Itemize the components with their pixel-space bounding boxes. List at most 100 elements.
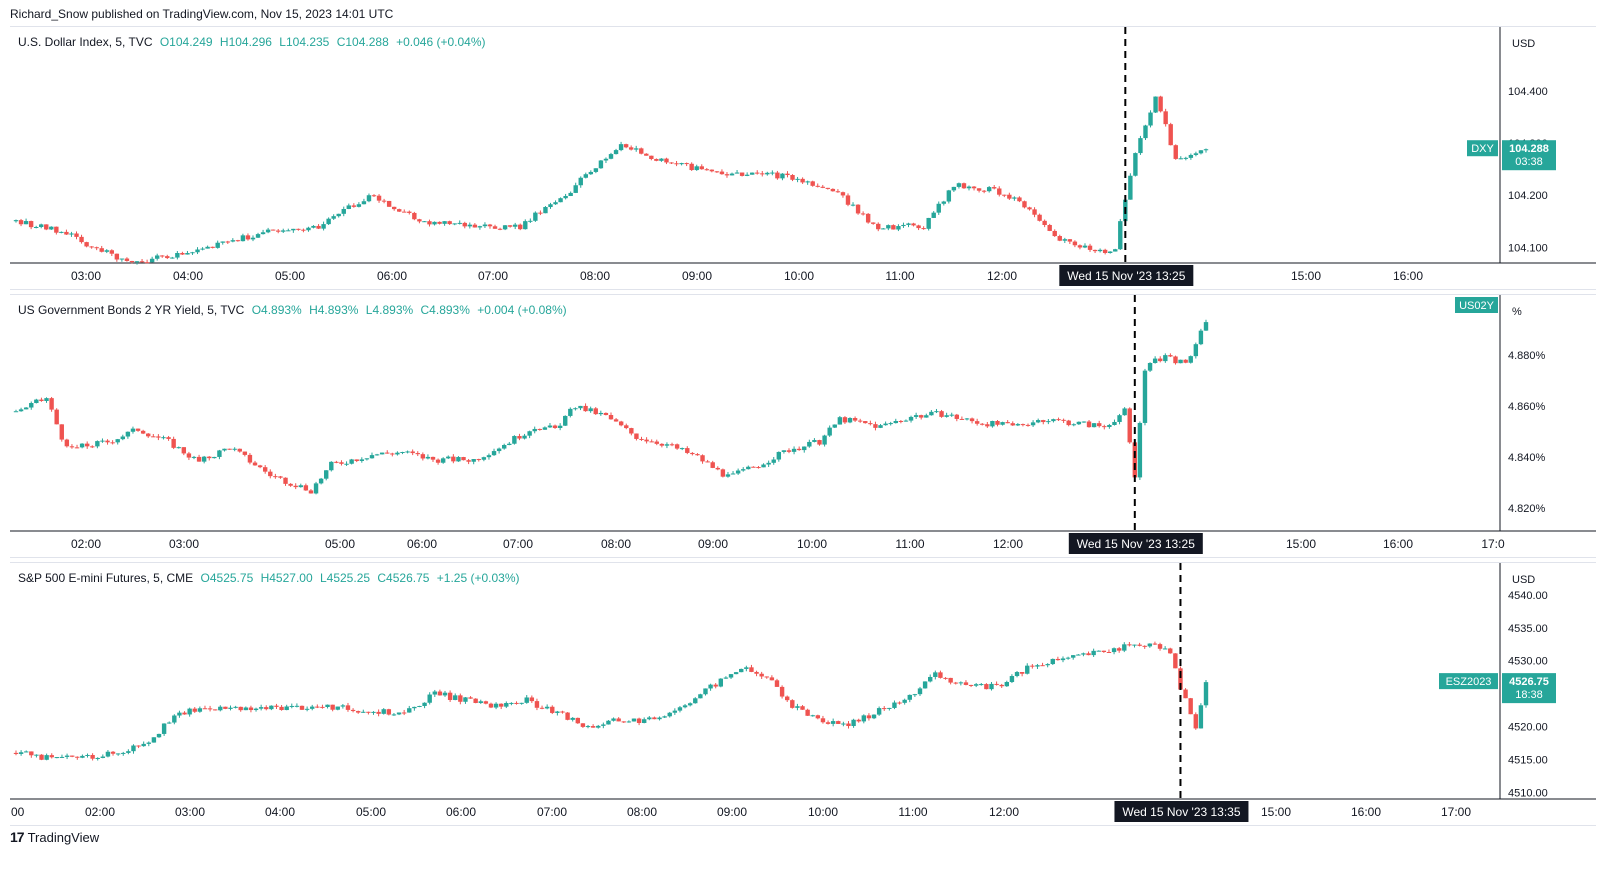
dxy-candle[interactable] [523,219,528,230]
es-candle[interactable] [126,749,131,755]
dxy-candle[interactable] [54,226,59,235]
us02y-candle[interactable] [1010,421,1015,426]
dxy-candle[interactable] [1143,124,1148,141]
es-candle[interactable] [693,697,698,704]
es-candle[interactable] [1019,672,1025,677]
es-candle[interactable] [606,720,611,725]
dxy-candle[interactable] [719,169,725,175]
es-chart-panel[interactable]: USD4510.004515.004520.004525.004530.0045… [10,562,1596,826]
dxy-candle[interactable] [407,210,412,215]
us02y-candle[interactable] [1173,355,1178,365]
dxy-candle[interactable] [891,224,896,230]
es-candle[interactable] [1065,656,1071,660]
us02y-candle[interactable] [268,469,273,479]
es-candle[interactable] [1035,663,1040,669]
us02y-candle[interactable] [471,459,476,465]
dxy-candle[interactable] [487,223,493,229]
us02y-candle[interactable] [278,475,283,479]
dxy-candle[interactable] [250,235,256,242]
us02y-candle[interactable] [349,458,354,465]
es-candle[interactable] [310,704,315,711]
es-candle[interactable] [320,704,325,709]
dxy-candle[interactable] [684,162,689,167]
us02y-candle[interactable] [929,410,934,416]
us02y-candle[interactable] [415,451,420,457]
us02y-candle[interactable] [695,453,700,456]
dxy-candle[interactable] [149,256,155,263]
dxy-candle[interactable] [447,220,452,225]
us02y-candle[interactable] [639,436,644,441]
es-candle[interactable] [49,753,54,759]
dxy-candle[interactable] [240,233,246,242]
es-candle[interactable] [228,705,233,711]
dxy-candle[interactable] [760,171,765,177]
dxy-candle[interactable] [346,203,351,210]
us02y-candle[interactable] [181,447,187,456]
us02y-candle[interactable] [390,452,395,457]
us02y-candle[interactable] [715,466,720,471]
dxy-candle[interactable] [1092,249,1098,254]
us02y-candle[interactable] [242,451,248,457]
dxy-candle[interactable] [971,186,977,191]
es-candle[interactable] [1081,652,1086,657]
es-candle[interactable] [596,724,601,729]
dxy-candle[interactable] [276,229,281,234]
us02y-candle[interactable] [207,456,212,461]
dxy-candle[interactable] [144,259,150,264]
es-candle[interactable] [601,722,606,729]
us02y-candle[interactable] [288,483,293,487]
es-candle[interactable] [616,717,621,722]
us02y-candle[interactable] [186,451,192,461]
us02y-candle[interactable] [679,447,685,451]
es-candle[interactable] [238,706,243,712]
es-candle[interactable] [105,750,111,758]
dxy-candle[interactable] [422,221,427,223]
es-candle[interactable] [922,681,928,689]
dxy-candle[interactable] [341,206,346,217]
us02y-candle[interactable] [1061,418,1066,424]
es-candle[interactable] [565,712,570,721]
es-candle[interactable] [999,683,1004,689]
es-candle[interactable] [483,700,489,705]
us02y-candle[interactable] [451,454,456,464]
es-candle[interactable] [938,670,943,679]
es-candle[interactable] [1004,680,1010,687]
es-candle[interactable] [187,707,192,717]
es-candle[interactable] [488,702,494,709]
dxy-candle[interactable] [1178,156,1183,160]
us02y-candle[interactable] [878,424,883,429]
us02y-candle[interactable] [1041,419,1046,425]
es-candle[interactable] [851,718,856,728]
us02y-candle[interactable] [313,481,319,495]
us02y-candle[interactable] [176,446,181,449]
es-candle[interactable] [172,714,177,725]
us02y-candle[interactable] [898,420,904,424]
dxy-candle[interactable] [1153,96,1158,114]
us02y-candle[interactable] [273,473,278,479]
us02y-candle[interactable] [217,449,222,460]
us02y-candle[interactable] [212,456,217,459]
us02y-candle[interactable] [583,403,588,412]
es-candle[interactable] [830,718,836,727]
dxy-candle[interactable] [74,231,79,240]
es-candle[interactable] [733,671,739,675]
dxy-candle[interactable] [649,155,654,161]
us02y-candle[interactable] [659,443,665,448]
dxy-candle[interactable] [699,164,704,170]
dxy-candle[interactable] [901,222,906,228]
dxy-candle[interactable] [825,187,831,190]
es-candle[interactable] [345,702,351,712]
us02y-candle[interactable] [74,444,80,449]
us02y-candle[interactable] [440,457,446,464]
es-candle[interactable] [963,680,969,686]
dxy-candle[interactable] [114,253,120,262]
us02y-candle[interactable] [557,423,563,431]
es-candle[interactable] [437,689,443,696]
us02y-candle[interactable] [486,453,492,460]
es-candle[interactable] [948,677,953,685]
us02y-candle[interactable] [700,454,705,464]
es-candle[interactable] [657,716,662,721]
dxy-candle[interactable] [850,202,856,207]
es-candle[interactable] [197,706,203,713]
dxy-candle[interactable] [694,164,699,171]
